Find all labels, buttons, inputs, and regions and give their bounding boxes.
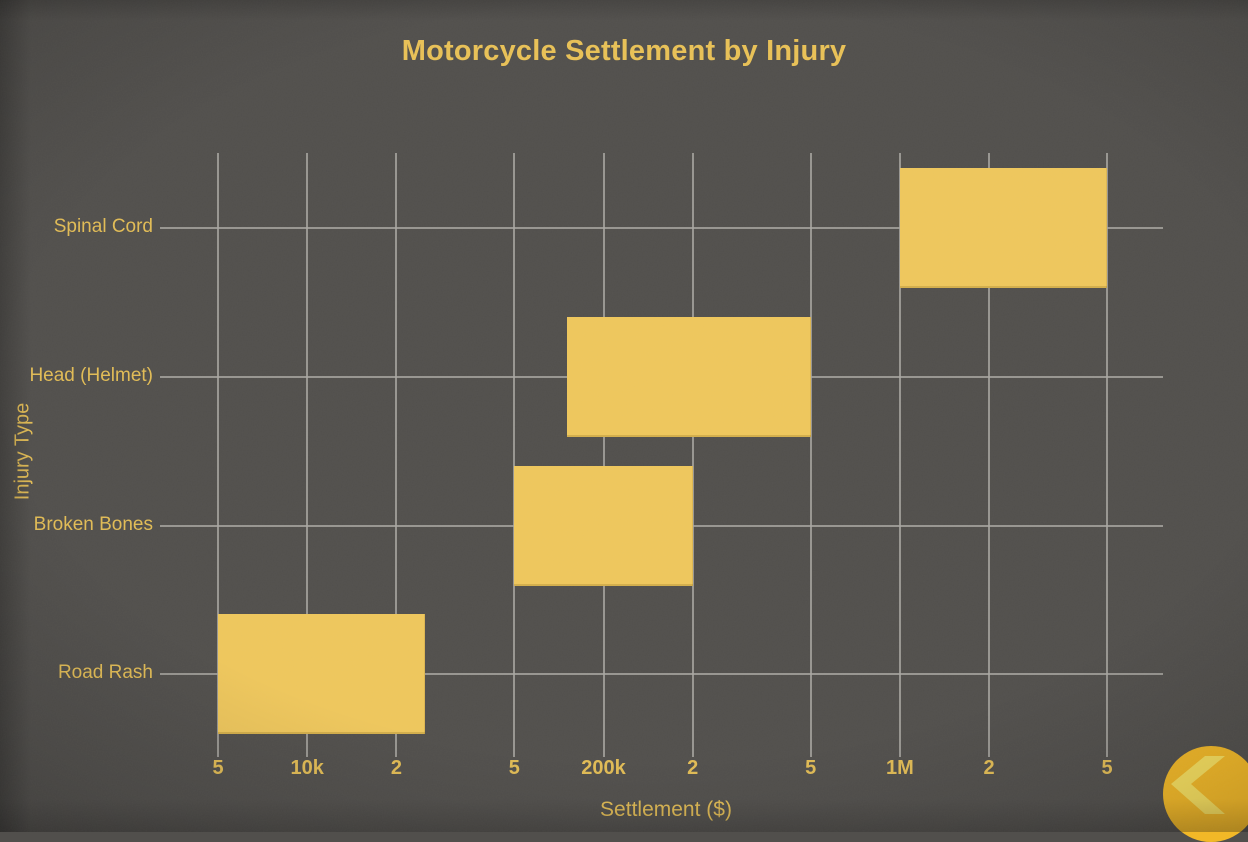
y-category-label: Road Rash: [57, 661, 153, 683]
x-tick-label: 2: [687, 757, 699, 779]
x-tick: [306, 745, 309, 757]
v-gridline: [602, 153, 605, 745]
x-tick-label: 5: [508, 757, 520, 779]
x-tick-label: 200k: [581, 757, 626, 779]
y-category-label: Broken Bones: [33, 513, 153, 535]
x-tick-label: 2: [983, 757, 995, 779]
x-axis-title: Settlement ($): [600, 798, 732, 821]
range-bar: [566, 317, 811, 437]
x-tick: [809, 745, 812, 757]
range-bar: [218, 613, 426, 734]
x-tick: [988, 745, 991, 757]
x-tick: [395, 745, 398, 757]
x-tick-label: 5: [212, 757, 224, 779]
v-gridline: [809, 153, 812, 745]
range-bar: [514, 465, 693, 586]
x-tick-label: 10k: [290, 757, 324, 779]
x-tick-label: 2: [390, 757, 402, 779]
x-tick-label: 5: [1101, 757, 1113, 779]
x-tick: [217, 745, 219, 757]
brand-logo: [1163, 746, 1248, 842]
x-tick: [691, 745, 694, 757]
y-axis-title: Injury Type: [11, 402, 34, 501]
v-gridline: [513, 153, 516, 745]
range-bar: [899, 168, 1107, 288]
x-tick-label: 1M: [885, 757, 914, 779]
x-tick: [602, 745, 605, 757]
x-tick-label: 5: [805, 757, 817, 779]
v-gridline: [691, 153, 694, 745]
x-tick: [898, 745, 901, 757]
x-tick: [513, 745, 516, 757]
chevron-k-icon: [1171, 756, 1225, 814]
y-category-label: Spinal Cord: [53, 215, 153, 237]
y-category-label: Head (Helmet): [29, 364, 153, 386]
x-tick: [1106, 745, 1108, 757]
